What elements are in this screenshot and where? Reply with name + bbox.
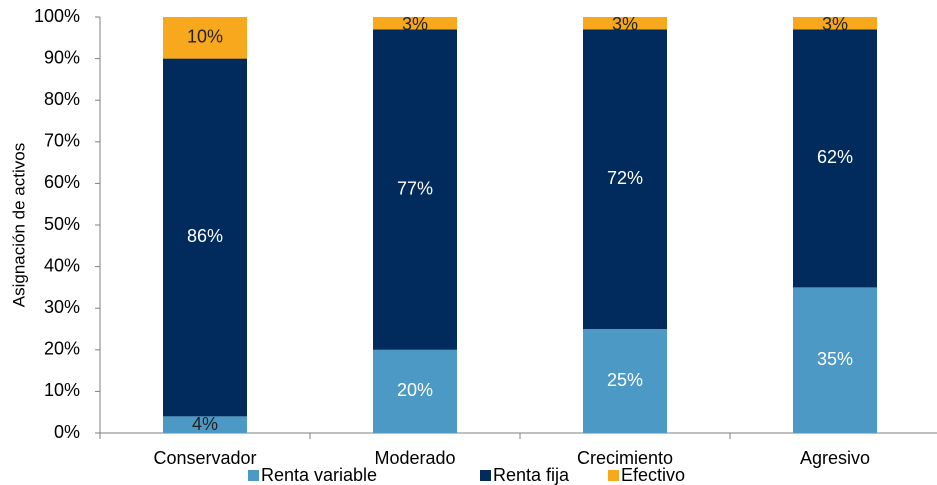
y-tick-label: 0% [54,422,80,442]
legend-label: Renta variable [261,465,377,485]
x-tick-label: Conservador [153,448,256,468]
data-label: 4% [192,414,218,434]
legend-label: Renta fija [493,465,570,485]
legend-swatch [608,470,619,481]
bar-segment [163,58,247,417]
bar-segment [373,17,457,30]
bar-segment [373,349,457,433]
bar-segment [793,17,877,30]
y-tick-label: 40% [44,255,80,275]
bar-segment [583,29,667,329]
bar-segment [163,17,247,59]
x-tick-label: Moderado [374,448,455,468]
y-tick-label: 20% [44,339,80,359]
legend-label: Efectivo [621,465,685,485]
x-tick-label: Crecimiento [577,448,673,468]
y-axis-label: Asignación de activos [9,143,28,307]
legend-swatch [248,470,259,481]
data-label: 77% [397,178,433,198]
y-tick-label: 50% [44,214,80,234]
y-tick-label: 80% [44,89,80,109]
data-label: 35% [817,349,853,369]
bar-segment [163,416,247,433]
y-tick-label: 70% [44,131,80,151]
bar-segment [793,29,877,288]
data-label: 72% [607,168,643,188]
data-label: 25% [607,370,643,390]
y-tick-label: 30% [44,297,80,317]
bar-segment [583,329,667,433]
y-tick-label: 100% [34,6,80,26]
data-label: 62% [817,147,853,167]
data-label: 3% [612,14,638,34]
bar-segment [583,17,667,30]
bar-segment [373,29,457,350]
y-tick-label: 10% [44,380,80,400]
data-label: 3% [822,14,848,34]
data-label: 86% [187,226,223,246]
data-label: 20% [397,380,433,400]
data-label: 3% [402,14,428,34]
y-tick-label: 60% [44,172,80,192]
bar-segment [793,287,877,433]
legend-swatch [480,470,491,481]
x-tick-label: Agresivo [800,448,870,468]
data-label: 10% [187,27,223,47]
y-tick-label: 90% [44,47,80,67]
